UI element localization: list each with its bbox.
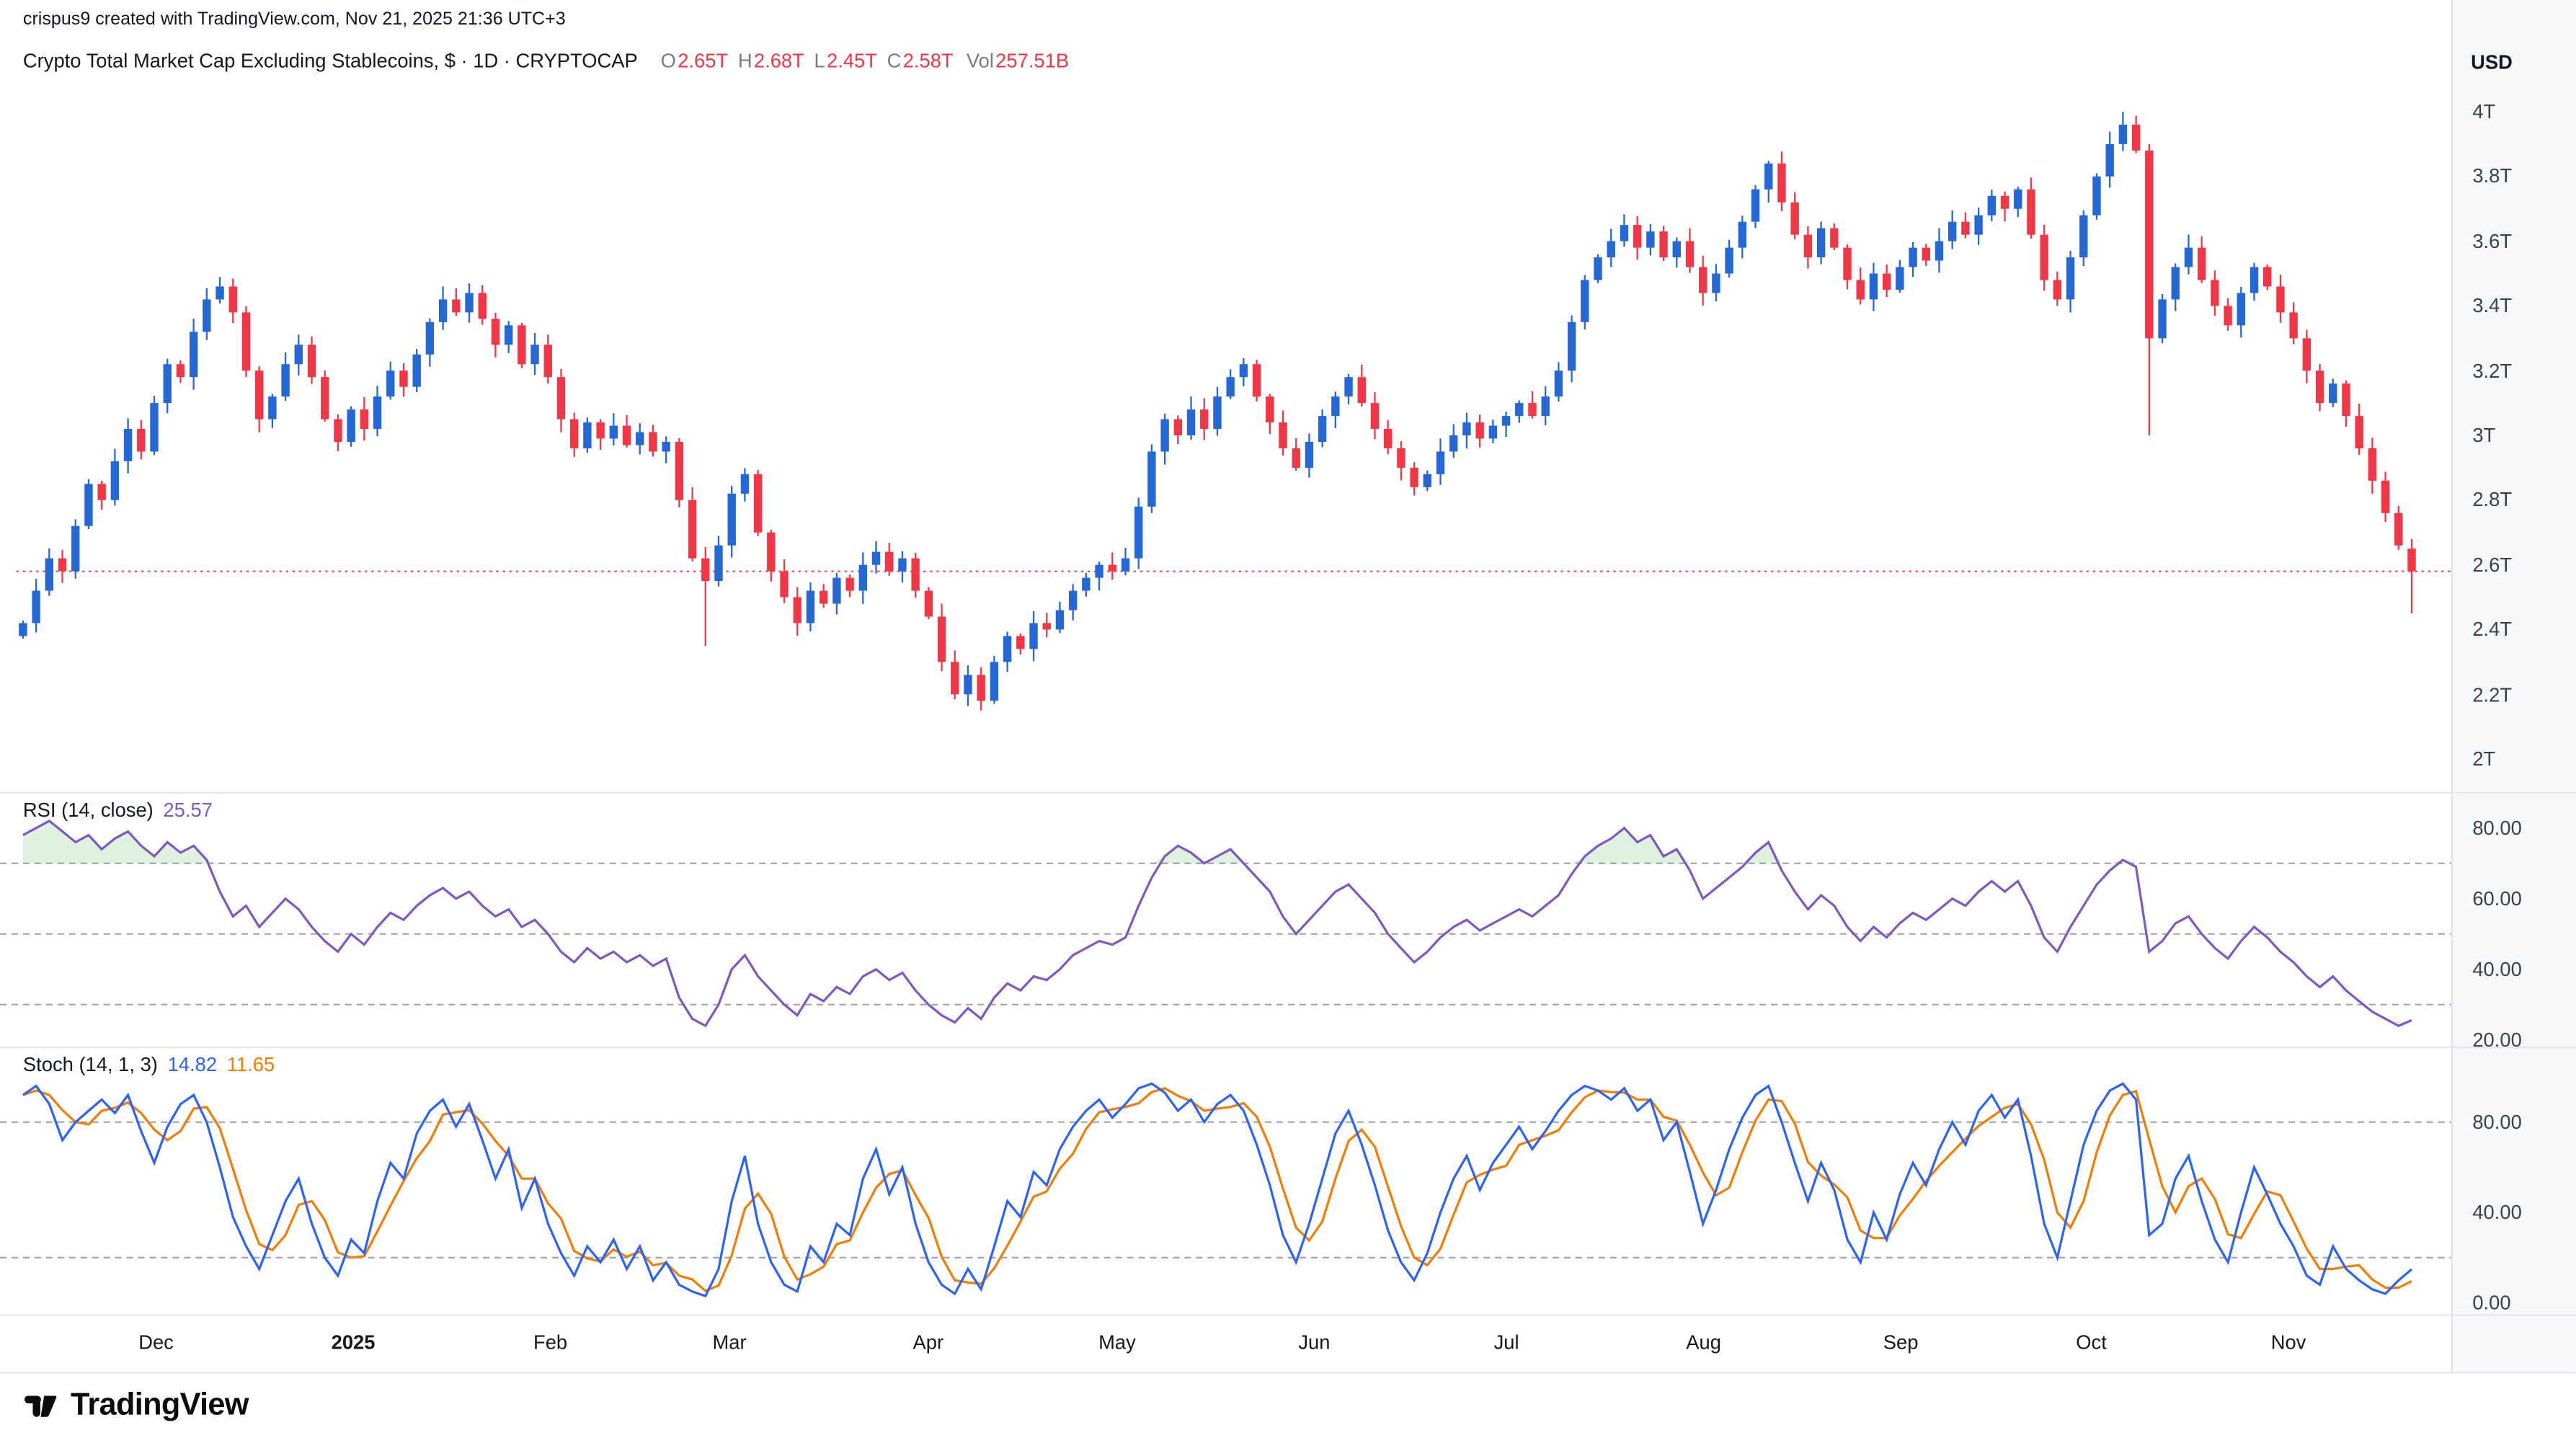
high-value: 2.68T <box>753 49 804 73</box>
time-axis-label: Sep <box>1883 1331 1919 1354</box>
time-axis-label: Oct <box>2076 1331 2107 1354</box>
time-axis-label: 2025 <box>331 1331 376 1354</box>
low-value: 2.45T <box>827 49 877 73</box>
price-axis-label: 3.4T <box>2472 294 2513 318</box>
rsi-legend: RSI (14, close) 25.57 <box>23 799 213 822</box>
time-axis-label: Dec <box>138 1331 174 1354</box>
chart-canvas[interactable] <box>0 0 2451 1380</box>
stoch-d-value: 11.65 <box>226 1053 275 1076</box>
stoch-axis-label: 80.00 <box>2472 1110 2522 1134</box>
stoch-k-value: 14.82 <box>167 1053 218 1076</box>
volume-label: Vol <box>966 49 994 73</box>
tradingview-icon <box>24 1395 57 1417</box>
time-axis-label: May <box>1098 1331 1136 1354</box>
close-label: C <box>887 49 902 73</box>
symbol-title[interactable]: Crypto Total Market Cap Excluding Stable… <box>22 49 638 73</box>
pane-divider-price-rsi[interactable] <box>0 791 2576 794</box>
time-axis-label: Jul <box>1493 1331 1519 1354</box>
time-axis-border <box>0 1314 2576 1316</box>
price-axis-label: 2T <box>2472 747 2496 771</box>
high-label: H <box>737 49 752 73</box>
time-axis-label: Apr <box>912 1331 944 1354</box>
time-axis-label: Nov <box>2270 1331 2306 1354</box>
time-axis-label: Mar <box>712 1331 747 1354</box>
open-label: O <box>660 49 676 73</box>
stoch-legend: Stoch (14, 1, 3) 14.82 11.65 <box>23 1053 275 1076</box>
close-value: 2.58T <box>902 49 954 73</box>
tradingview-logo[interactable]: TradingView <box>23 1388 249 1424</box>
chart-bottom-border <box>0 1372 2576 1374</box>
pane-divider-rsi-stoch[interactable] <box>0 1046 2576 1049</box>
open-value: 2.65T <box>678 49 729 73</box>
time-axis-label: Jun <box>1298 1331 1331 1354</box>
price-axis-label: 2.2T <box>2472 683 2513 706</box>
rsi-value: 25.57 <box>163 798 213 822</box>
price-axis-label: 4T <box>2472 100 2496 123</box>
rsi-axis-label: 80.00 <box>2472 816 2522 840</box>
time-axis-label: Feb <box>533 1331 568 1354</box>
time-axis-label: Aug <box>1686 1331 1721 1354</box>
price-axis-label: 3T <box>2472 424 2496 447</box>
time-axis[interactable]: Dec 2025 Feb Mar Apr May Jun Jul Aug Sep Oct Nov <box>0 1314 2451 1372</box>
stoch-title[interactable]: Stoch (14, 1, 3) <box>22 1053 158 1076</box>
rsi-title[interactable]: RSI (14, close) <box>22 798 154 822</box>
rsi-axis-label: 60.00 <box>2472 887 2522 910</box>
stoch-axis-label: 0.00 <box>2472 1291 2511 1315</box>
low-label: L <box>814 49 825 73</box>
rsi-axis-label: 40.00 <box>2472 957 2522 981</box>
attribution-text: crispus9 created with TradingView.com, N… <box>22 9 566 30</box>
symbol-legend: Crypto Total Market Cap Excluding Stable… <box>23 49 1069 72</box>
volume-value: 257.51B <box>995 49 1070 73</box>
price-axis-label: 3.6T <box>2472 229 2513 253</box>
price-axis-label: 2.4T <box>2472 618 2513 642</box>
price-axis-label: 3.2T <box>2472 359 2513 383</box>
price-scale[interactable]: 4T 3.8T 3.6T 3.4T 3.2T 3T 2.8T 2.6T 2.4T 2.2T 2T 80… <box>2451 0 2576 1372</box>
price-axis-label: 3.8T <box>2472 164 2513 188</box>
ohlc-values: O 2.65T H 2.68T L 2.45T C 2.58T Vol 257.51B <box>651 49 1069 72</box>
tradingview-logo-text: TradingView <box>71 1388 249 1423</box>
stoch-axis-label: 40.00 <box>2472 1201 2522 1225</box>
currency-toggle[interactable]: USD <box>2471 50 2513 74</box>
price-axis-label: 2.8T <box>2472 488 2513 512</box>
price-axis-label: 2.6T <box>2472 553 2513 577</box>
